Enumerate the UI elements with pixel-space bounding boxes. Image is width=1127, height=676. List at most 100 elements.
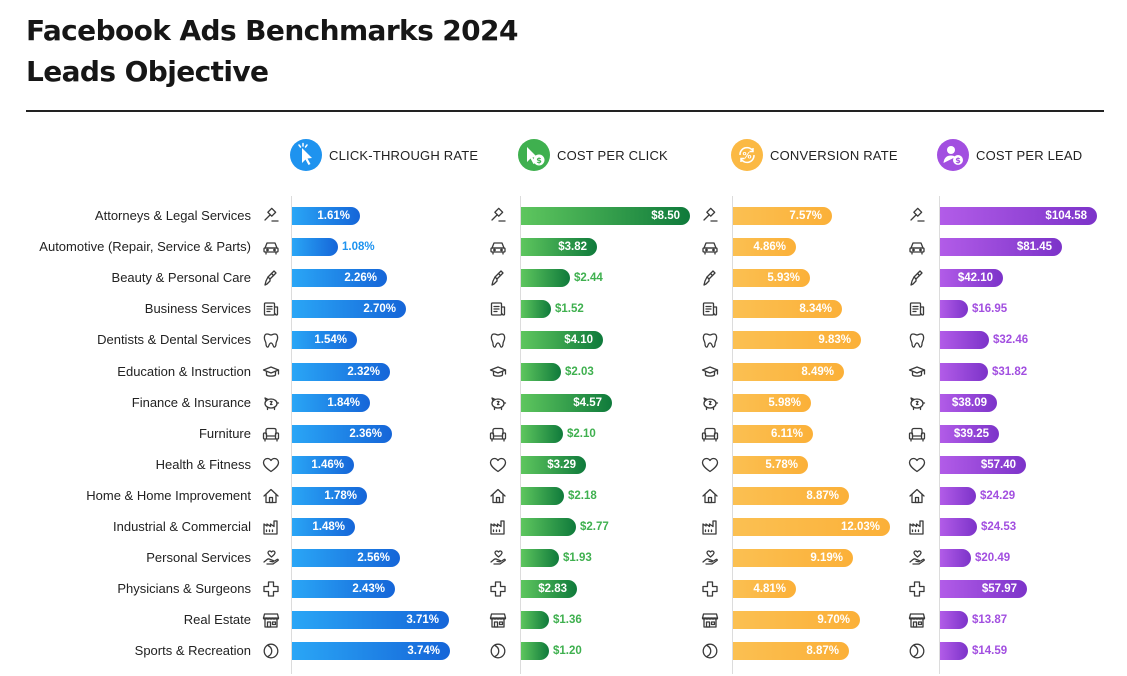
category-label: Health & Fitness	[155, 457, 251, 472]
data-label: 8.34%	[799, 303, 832, 315]
bar-cost-per-click	[521, 580, 577, 598]
data-label: $8.50	[651, 210, 680, 222]
heart-icon	[262, 456, 280, 474]
data-label: $2.18	[568, 490, 597, 502]
category-label: Dentists & Dental Services	[97, 332, 251, 347]
bar-conversion-rate	[733, 363, 844, 381]
bar-click-through-rate	[292, 238, 338, 256]
bar-conversion-rate	[733, 269, 810, 287]
column-baseline	[939, 196, 940, 674]
medical-cross-icon	[701, 580, 719, 598]
sofa-icon	[701, 425, 719, 443]
category-label: Finance & Insurance	[131, 395, 251, 410]
bar-cost-per-click	[521, 300, 551, 318]
category-label: Education & Instruction	[117, 364, 251, 379]
document-icon	[701, 300, 719, 318]
data-label: $3.82	[558, 241, 587, 253]
document-icon	[262, 300, 280, 318]
category-label: Sports & Recreation	[134, 643, 251, 658]
bar-click-through-rate	[292, 456, 354, 474]
storefront-icon	[908, 611, 926, 629]
heart-icon	[908, 456, 926, 474]
bar-click-through-rate	[292, 363, 390, 381]
data-label: $1.36	[553, 614, 582, 626]
column-header-cost-per-click: $ COST PER CLICK	[518, 138, 668, 172]
data-label: 3.74%	[407, 645, 440, 657]
heart-icon	[701, 456, 719, 474]
data-label: 9.83%	[818, 334, 851, 346]
data-label: $32.46	[993, 334, 1029, 346]
bar-conversion-rate	[733, 549, 853, 567]
bar-cost-per-lead	[940, 425, 999, 443]
data-label: 4.81%	[753, 583, 786, 595]
data-label: $2.83	[538, 583, 567, 595]
column-header-label: COST PER CLICK	[557, 147, 668, 163]
graduation-cap-icon	[908, 363, 926, 381]
hand-heart-icon	[908, 549, 926, 567]
bar-cost-per-lead	[940, 363, 988, 381]
category-label: Personal Services	[146, 550, 251, 565]
storefront-icon	[701, 611, 719, 629]
svg-text:%: %	[742, 152, 751, 162]
data-label: $16.95	[972, 303, 1008, 315]
data-label: $42.10	[957, 272, 993, 284]
bar-click-through-rate	[292, 269, 387, 287]
category-label: Beauty & Personal Care	[111, 270, 251, 285]
bar-click-through-rate	[292, 425, 392, 443]
tooth-icon	[489, 331, 507, 349]
bar-cost-per-lead	[940, 456, 1026, 474]
bar-conversion-rate	[733, 425, 813, 443]
column-header-cost-per-lead: $ COST PER LEAD	[937, 138, 1082, 172]
brush-icon	[262, 269, 280, 287]
chart-title: Facebook Ads Benchmarks 2024 Leads Objec…	[26, 10, 518, 92]
bar-cost-per-lead	[940, 331, 989, 349]
piggy-bank-icon	[262, 394, 280, 412]
document-icon	[489, 300, 507, 318]
data-label: $38.09	[951, 397, 987, 409]
data-label: 8.49%	[801, 366, 834, 378]
data-label: $2.44	[574, 272, 603, 284]
data-label: 1.84%	[327, 397, 360, 409]
data-label: 9.70%	[817, 614, 850, 626]
bar-cost-per-lead	[940, 269, 1003, 287]
data-label: 1.78%	[324, 490, 357, 502]
category-label: Industrial & Commercial	[113, 519, 251, 534]
bar-conversion-rate	[733, 456, 808, 474]
bar-cost-per-lead	[940, 611, 968, 629]
bar-cost-per-lead	[940, 642, 968, 660]
column-header-conversion-rate: % CONVERSION RATE	[731, 138, 898, 172]
person-dollar-icon: $	[937, 139, 969, 171]
bar-conversion-rate	[733, 580, 796, 598]
bar-click-through-rate	[292, 611, 449, 629]
category-label: Business Services	[144, 301, 251, 316]
data-label: 3.71%	[406, 614, 439, 626]
bar-cost-per-lead	[940, 487, 976, 505]
brush-icon	[908, 269, 926, 287]
ball-icon	[262, 642, 280, 660]
graduation-cap-icon	[489, 363, 507, 381]
bar-click-through-rate	[292, 642, 450, 660]
bar-conversion-rate	[733, 331, 861, 349]
bar-cost-per-click	[521, 518, 576, 536]
piggy-bank-icon	[489, 394, 507, 412]
data-label: $31.82	[992, 366, 1028, 378]
ball-icon	[908, 642, 926, 660]
category-label: Furniture	[198, 426, 251, 441]
ball-icon	[489, 642, 507, 660]
bar-conversion-rate	[733, 487, 849, 505]
bar-cost-per-click	[521, 487, 564, 505]
data-label: $3.29	[547, 459, 576, 471]
bar-cost-per-click	[521, 207, 690, 225]
bar-cost-per-lead	[940, 207, 1097, 225]
cursor-dollar-icon: $	[518, 139, 550, 171]
data-label: 8.87%	[806, 645, 839, 657]
sofa-icon	[262, 425, 280, 443]
bar-click-through-rate	[292, 300, 406, 318]
graduation-cap-icon	[262, 363, 280, 381]
bar-cost-per-lead	[940, 580, 1027, 598]
car-icon	[262, 238, 280, 256]
data-label: 5.93%	[767, 272, 800, 284]
bar-conversion-rate	[733, 642, 849, 660]
bar-conversion-rate	[733, 518, 890, 536]
medical-cross-icon	[262, 580, 280, 598]
